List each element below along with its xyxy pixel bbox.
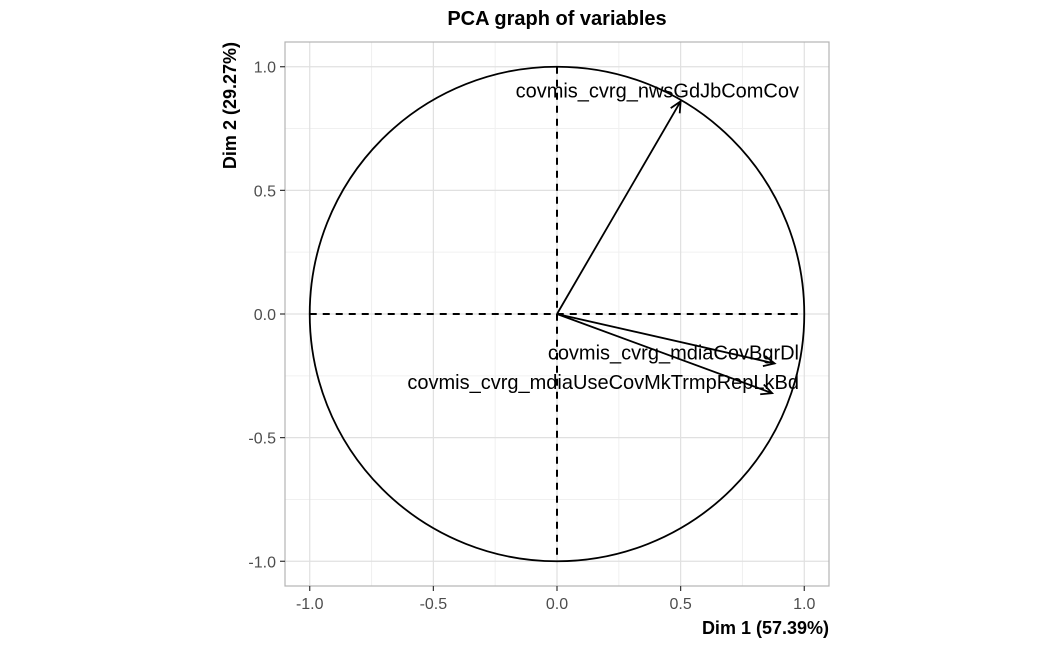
variable-label: covmis_cvrg_mdiaUseCovMkTrmpRepLkBd: [407, 372, 799, 394]
variable-arrow: [556, 99, 682, 315]
arrow-head: [762, 355, 777, 368]
x-axis-title: Dim 1 (57.39%): [702, 618, 829, 638]
y-tick-label: 0.5: [254, 183, 276, 200]
arrow-head: [670, 99, 682, 114]
arrow-shaft: [556, 313, 775, 365]
arrow-shaft: [556, 313, 773, 394]
variable-arrow: [556, 313, 775, 396]
x-tick-label: 0.5: [670, 596, 692, 613]
arrow-shaft: [556, 100, 682, 315]
y-tick-label: -0.5: [248, 431, 276, 448]
variable-label: covmis_cvrg_nwsGdJbComCov: [516, 80, 799, 102]
arrow-head: [760, 383, 775, 396]
y-axis-title: Dim 2 (29.27%): [220, 42, 240, 169]
y-tick-label: 1.0: [254, 60, 276, 77]
variable-label: covmis_cvrg_mdiaCovBgrDl: [548, 342, 799, 364]
variable-arrows: [556, 99, 777, 396]
y-tick-label: -1.0: [248, 554, 276, 571]
y-axis-ticks: -1.0 -0.5 0.0 0.5 1.0: [248, 60, 285, 571]
x-tick-label: -1.0: [296, 596, 324, 613]
x-tick-label: 1.0: [793, 596, 815, 613]
variable-labels: covmis_cvrg_nwsGdJbComCov covmis_cvrg_mdi…: [407, 80, 799, 394]
x-tick-label: 0.0: [546, 596, 568, 613]
chart-title: PCA graph of variables: [447, 8, 666, 30]
x-tick-label: -0.5: [420, 596, 448, 613]
y-tick-label: 0.0: [254, 307, 276, 324]
unit-circle: [308, 65, 806, 563]
variable-arrow: [556, 313, 777, 368]
x-axis-ticks: -1.0 -0.5 0.0 0.5 1.0: [296, 586, 815, 613]
unit-circle-layer: [308, 65, 806, 563]
